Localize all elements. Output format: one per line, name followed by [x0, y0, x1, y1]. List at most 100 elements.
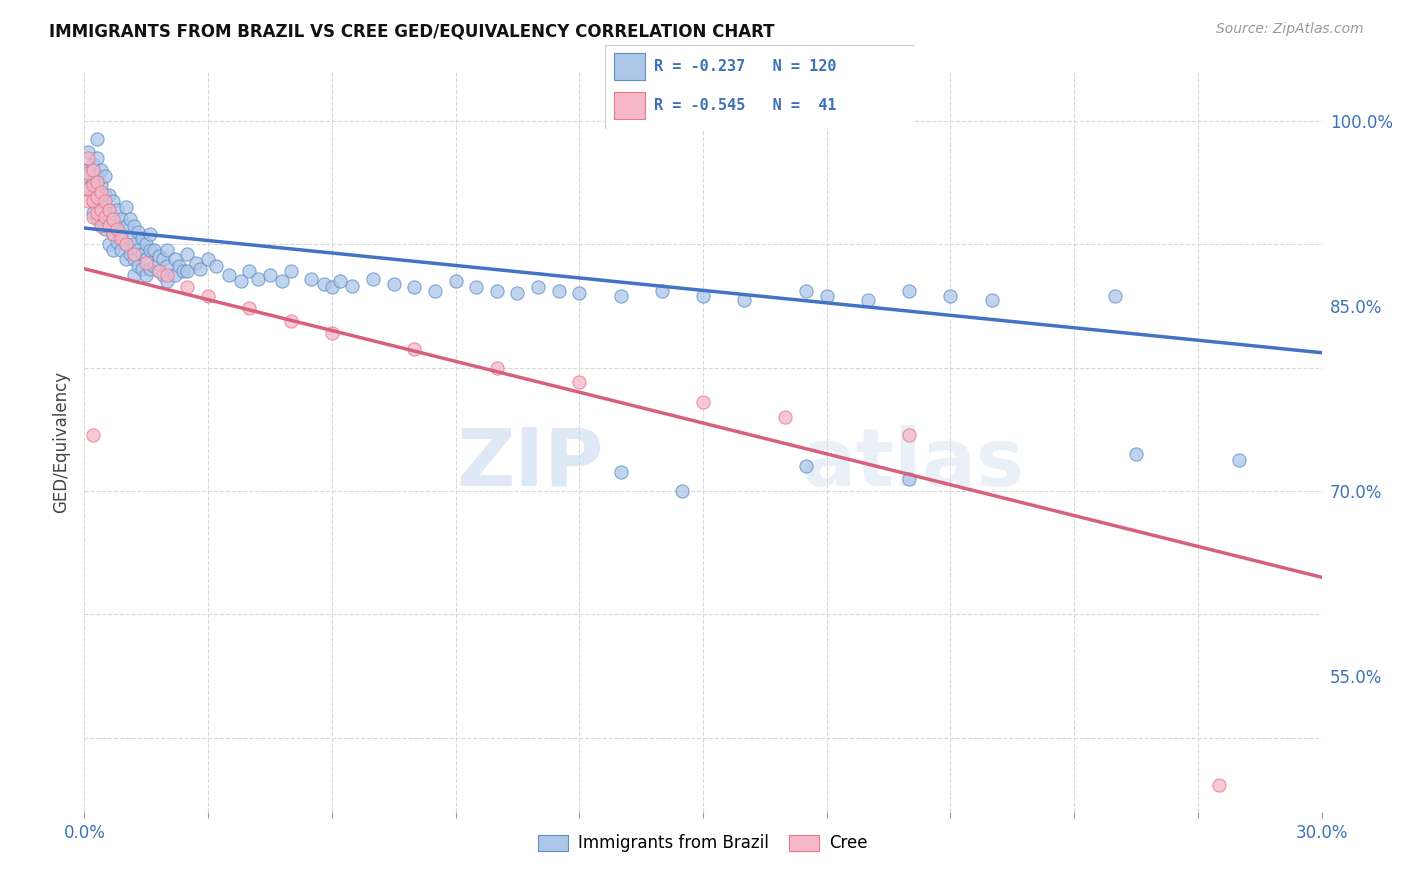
Point: [82, 187, 104, 202]
Point: [856, 293, 879, 307]
Point: [90, 186, 112, 200]
Point: [105, 222, 128, 236]
Point: [733, 293, 755, 307]
Point: [82, 157, 104, 171]
Point: [122, 247, 145, 261]
Point: [77, 169, 100, 184]
Point: [118, 247, 141, 261]
Point: [94, 222, 117, 236]
Point: [444, 274, 467, 288]
Point: [110, 244, 132, 258]
Point: [94, 206, 117, 220]
Point: [404, 342, 426, 356]
Point: [103, 212, 125, 227]
Point: [404, 280, 426, 294]
Point: [110, 212, 132, 227]
Point: [86, 194, 108, 208]
Point: [148, 264, 170, 278]
Point: [90, 202, 112, 217]
Point: [77, 165, 100, 179]
Point: [90, 163, 112, 178]
Point: [77, 151, 100, 165]
Point: [98, 219, 121, 233]
Point: [135, 255, 157, 269]
Point: [90, 212, 112, 227]
Point: [775, 409, 797, 424]
Point: [148, 264, 170, 278]
Point: [122, 268, 145, 282]
Point: [122, 219, 145, 233]
Point: [114, 237, 136, 252]
Point: [86, 169, 108, 184]
Point: [271, 274, 294, 288]
Point: [127, 244, 149, 258]
Point: [1104, 289, 1126, 303]
Point: [485, 284, 508, 298]
Point: [898, 472, 921, 486]
Point: [105, 202, 128, 217]
Point: [114, 252, 136, 266]
Point: [82, 176, 104, 190]
Point: [176, 247, 198, 261]
Point: [815, 289, 838, 303]
Point: [135, 252, 157, 266]
Point: [329, 274, 352, 288]
Point: [135, 237, 157, 252]
Point: [118, 231, 141, 245]
Point: [94, 187, 117, 202]
Point: [139, 261, 162, 276]
Point: [90, 178, 112, 192]
Point: [94, 169, 117, 184]
Point: [98, 237, 121, 252]
Point: [506, 286, 529, 301]
Point: [105, 235, 128, 249]
Point: [176, 264, 198, 278]
Point: [77, 145, 100, 159]
Point: [98, 202, 121, 217]
Point: [90, 194, 112, 208]
Point: [82, 178, 104, 192]
Point: [280, 264, 302, 278]
Point: [188, 261, 211, 276]
Point: [131, 231, 153, 245]
Point: [103, 227, 125, 242]
Point: [692, 289, 714, 303]
Point: [118, 212, 141, 227]
Point: [238, 264, 260, 278]
Point: [156, 244, 179, 258]
Point: [86, 212, 108, 227]
Point: [77, 163, 100, 178]
Point: [103, 212, 125, 227]
Text: ZIP: ZIP: [457, 425, 605, 503]
Point: [361, 271, 384, 285]
Point: [898, 428, 921, 442]
Point: [980, 293, 1002, 307]
Point: [82, 210, 104, 224]
Point: [77, 181, 100, 195]
Point: [568, 376, 591, 390]
Point: [103, 194, 125, 208]
Point: [139, 227, 162, 242]
Point: [110, 227, 132, 242]
Point: [86, 132, 108, 146]
Point: [143, 260, 166, 274]
FancyBboxPatch shape: [614, 54, 645, 80]
Point: [218, 268, 240, 282]
Point: [122, 252, 145, 266]
Point: [1227, 453, 1250, 467]
Point: [423, 284, 446, 298]
Point: [1125, 447, 1147, 461]
Point: [77, 194, 100, 208]
Point: [671, 483, 693, 498]
Point: [692, 395, 714, 409]
Point: [321, 326, 343, 340]
Y-axis label: GED/Equivalency: GED/Equivalency: [52, 370, 70, 513]
Point: [82, 194, 104, 208]
Point: [86, 176, 108, 190]
Point: [939, 289, 962, 303]
Point: [86, 190, 108, 204]
Point: [197, 289, 219, 303]
Point: [527, 280, 550, 294]
Point: [82, 206, 104, 220]
Point: [167, 260, 190, 274]
